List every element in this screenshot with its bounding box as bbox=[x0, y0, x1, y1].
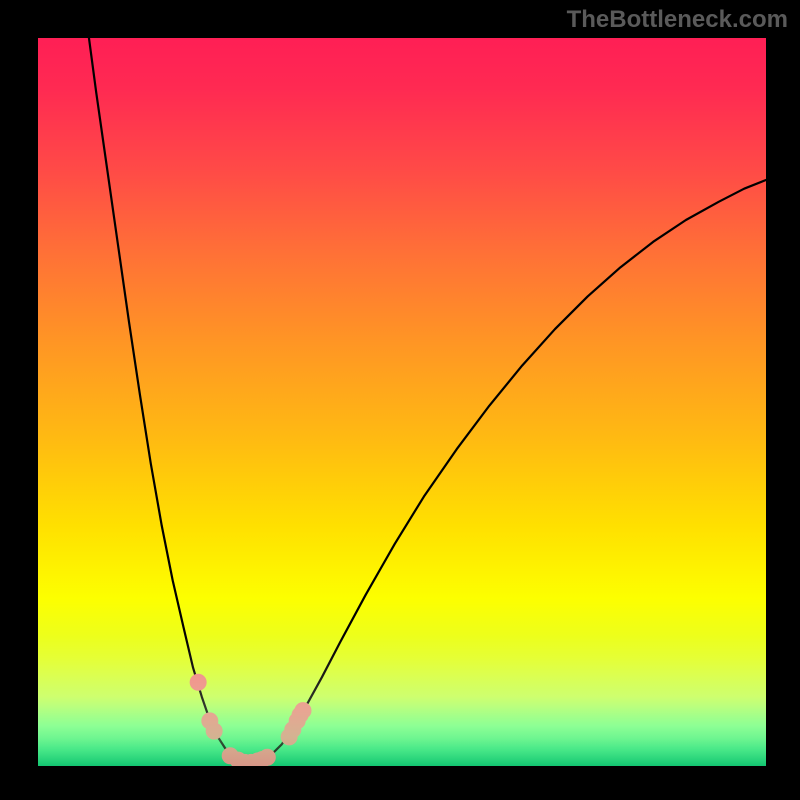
watermark-text: TheBottleneck.com bbox=[567, 6, 788, 34]
stage: TheBottleneck.com bbox=[0, 0, 800, 800]
green-band-glow bbox=[38, 635, 766, 766]
plot-area bbox=[38, 38, 766, 766]
